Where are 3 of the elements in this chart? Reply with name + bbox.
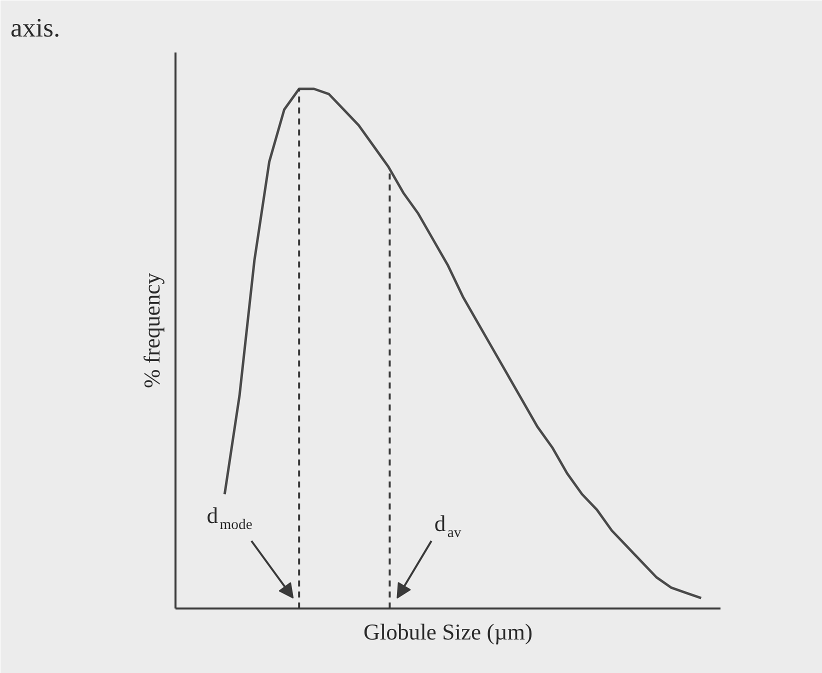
y-axis-title: % frequency [140,272,164,388]
x-axis-title: Globule Size (µm) [363,620,533,644]
text: axis. [10,12,60,42]
